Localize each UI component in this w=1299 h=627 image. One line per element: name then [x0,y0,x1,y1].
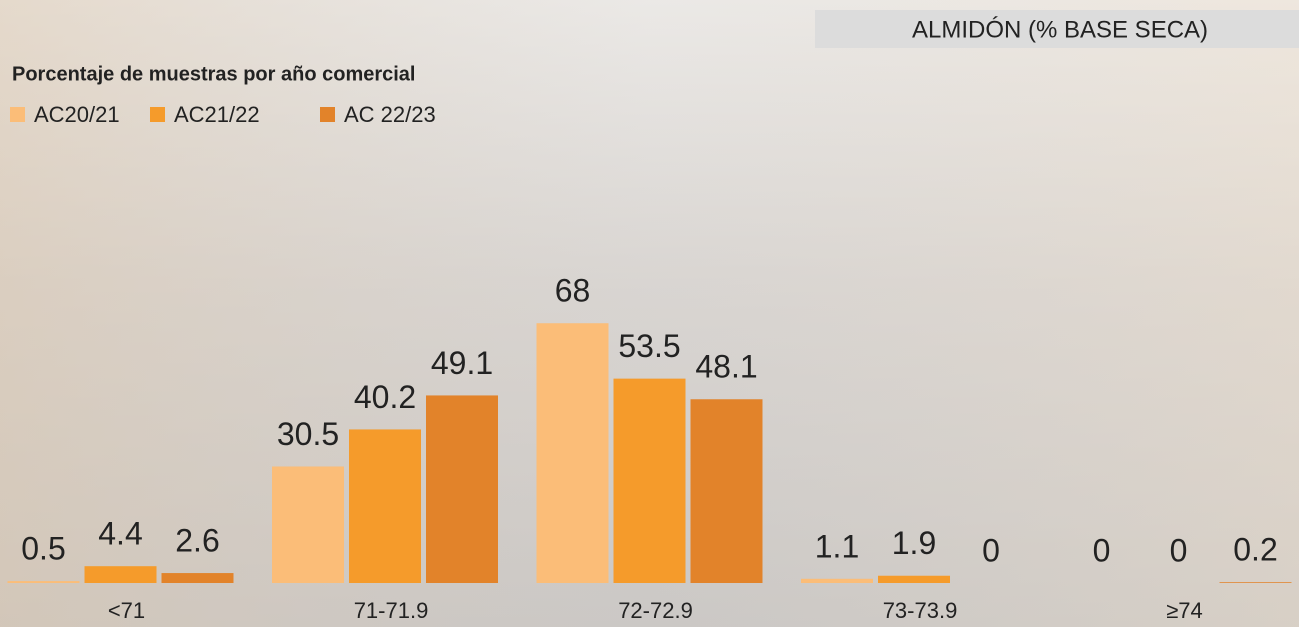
bar [426,395,498,583]
value-label: 40.2 [354,379,416,415]
value-label: 53.5 [618,328,680,364]
x-tick-label: <71 [108,598,145,623]
legend-swatch [10,107,25,122]
bar [85,566,157,583]
value-label: 68 [555,273,591,309]
bar [8,581,80,583]
legend-swatch [320,107,335,122]
legend-label: AC21/22 [174,102,260,127]
bar [349,429,421,583]
bar [272,466,344,583]
value-label: 0 [1093,532,1111,568]
x-tick-label: 73-73.9 [883,598,958,623]
x-tick-label: 72-72.9 [618,598,693,623]
legend-label: AC20/21 [34,102,120,127]
x-tick-label: 71-71.9 [354,598,429,623]
value-label: 0.5 [21,531,65,567]
chart-title: ALMIDÓN (% BASE SECA) [912,16,1208,43]
x-tick-label: ≥74 [1166,598,1203,623]
legend-label: AC 22/23 [344,102,436,127]
legend-swatch [150,107,165,122]
bar [1220,582,1292,583]
bar [614,379,686,583]
bar [537,323,609,583]
value-label: 0 [1170,532,1188,568]
value-label: 4.4 [98,516,142,552]
chart: ALMIDÓN (% BASE SECA) Porcentaje de mues… [0,0,1299,627]
bar [691,399,763,583]
value-label: 1.9 [892,525,936,561]
value-label: 30.5 [277,416,339,452]
value-label: 2.6 [175,523,219,559]
bar [162,573,234,583]
value-label: 48.1 [695,349,757,385]
chart-subtitle: Porcentaje de muestras por año comercial [12,63,416,85]
value-label: 0 [982,532,1000,568]
value-label: 0.2 [1233,532,1277,568]
bar [878,576,950,583]
bar [801,579,873,583]
value-label: 1.1 [815,528,859,564]
value-label: 49.1 [431,345,493,381]
